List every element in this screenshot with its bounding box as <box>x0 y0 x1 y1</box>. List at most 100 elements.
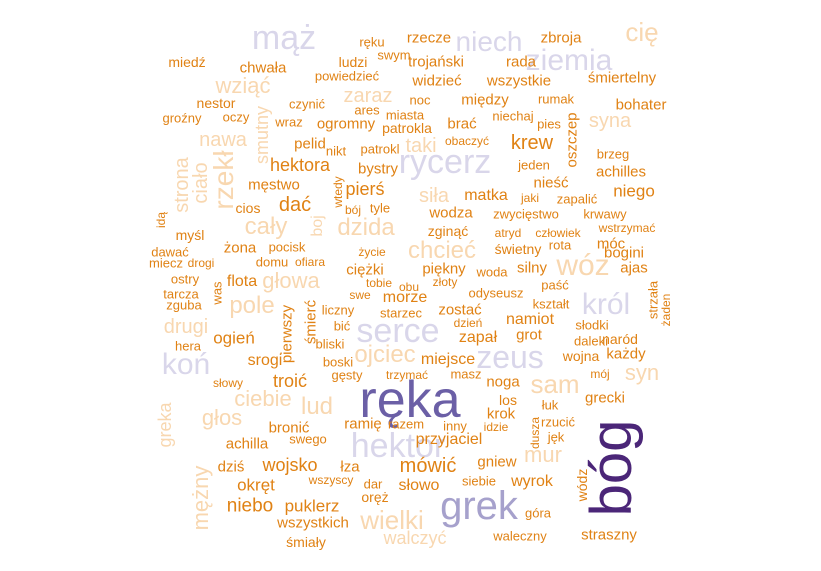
cloud-word: boski <box>322 354 354 370</box>
cloud-word: swe <box>349 288 371 302</box>
cloud-word: drugi <box>163 316 209 338</box>
cloud-word: bóg <box>579 419 644 517</box>
cloud-word: rumak <box>537 91 575 107</box>
cloud-word: dawać <box>151 244 189 260</box>
cloud-word: krew <box>510 132 554 154</box>
cloud-word: noga <box>486 373 520 391</box>
cloud-word: jęk <box>547 429 565 445</box>
cloud-word: śmiertelny <box>587 69 657 87</box>
cloud-word: serce <box>356 312 440 350</box>
cloud-word: góra <box>524 505 552 521</box>
cloud-word: razem <box>387 416 425 432</box>
cloud-word: ojciec <box>354 341 416 368</box>
cloud-word: atryd <box>494 226 522 240</box>
cloud-word: hektor <box>350 427 446 465</box>
cloud-word: każdy <box>606 345 646 363</box>
cloud-word: dziś <box>217 458 245 476</box>
cloud-word: ludzi <box>338 54 368 70</box>
cloud-word: syna <box>588 110 632 132</box>
cloud-word: patrokla <box>382 120 432 136</box>
cloud-word: liczny <box>321 302 355 318</box>
cloud-word: woda <box>476 264 508 280</box>
cloud-word: ajas <box>620 259 648 277</box>
cloud-word: brać <box>447 115 477 133</box>
cloud-word: niego <box>613 181 655 201</box>
cloud-word: żona <box>223 239 257 257</box>
cloud-word: cię <box>625 17 659 47</box>
cloud-word: śmiały <box>286 534 326 550</box>
cloud-word: zeus <box>476 339 544 375</box>
cloud-word: męstwo <box>248 176 300 194</box>
cloud-word: miejsce <box>420 351 476 368</box>
cloud-word: walczyć <box>383 528 447 548</box>
cloud-word: głos <box>201 405 243 430</box>
cloud-word: chcieć <box>407 237 477 264</box>
cloud-word: ręka <box>359 371 461 429</box>
cloud-word: ares <box>354 102 380 118</box>
cloud-word: achilla <box>225 435 269 453</box>
cloud-word: swego <box>289 431 327 447</box>
cloud-word: zwycięstwo <box>493 206 559 222</box>
cloud-word: nawa <box>199 129 247 151</box>
cloud-word: mężny <box>188 465 213 531</box>
cloud-word: tobie <box>365 276 393 290</box>
cloud-word: smutny <box>252 105 272 165</box>
cloud-word: nestor <box>196 95 236 111</box>
cloud-word: nieść <box>533 174 569 192</box>
cloud-word: ostry <box>170 271 200 287</box>
cloud-word: chwała <box>239 59 287 77</box>
cloud-word: wszyscy <box>308 473 354 487</box>
cloud-word: życie <box>358 245 386 259</box>
cloud-word: głowa <box>262 268 320 293</box>
cloud-word: was <box>209 281 225 305</box>
cloud-word: dusza <box>528 416 542 450</box>
cloud-word: bohater <box>615 96 667 114</box>
cloud-word: miasta <box>385 107 425 123</box>
cloud-word: bić <box>333 318 351 334</box>
cloud-word: rada <box>505 53 537 71</box>
cloud-word: łza <box>340 458 360 476</box>
cloud-word: starzec <box>380 305 422 321</box>
cloud-word: krwawy <box>583 206 627 222</box>
cloud-word: miecz <box>149 255 183 271</box>
cloud-word: straszny <box>581 526 637 544</box>
cloud-word: bogini <box>603 244 645 262</box>
cloud-word: zginąć <box>427 223 469 239</box>
cloud-word: strona <box>171 157 193 213</box>
cloud-word: siebie <box>462 473 496 489</box>
cloud-word: brzeg <box>596 146 630 162</box>
cloud-word: ciężki <box>346 261 384 279</box>
cloud-word: wziąć <box>215 73 271 98</box>
cloud-word: ogień <box>213 328 255 348</box>
cloud-word: wszystkie <box>486 72 552 90</box>
cloud-word: odyseusz <box>468 285 524 301</box>
cloud-word: mur <box>524 442 562 467</box>
cloud-word: kształt <box>532 296 570 312</box>
cloud-word: pole <box>229 292 275 319</box>
cloud-word: siła <box>418 185 450 207</box>
cloud-word: świetny <box>494 241 542 257</box>
cloud-word: hera <box>174 338 202 354</box>
cloud-word: rzucić <box>541 414 575 430</box>
cloud-word: ogromny <box>316 115 376 133</box>
cloud-word: móc <box>596 235 626 253</box>
cloud-word: patrokl <box>360 141 400 157</box>
cloud-word: grecki <box>584 389 626 407</box>
cloud-word: bliski <box>315 336 345 352</box>
cloud-word: zapalić <box>556 191 598 207</box>
cloud-word: cios <box>235 200 261 216</box>
cloud-word: wodza <box>429 204 473 222</box>
cloud-word: wraz <box>275 114 303 130</box>
cloud-word: gęsty <box>331 367 363 383</box>
cloud-word: gniew <box>477 453 517 471</box>
cloud-word: strzała <box>645 280 661 320</box>
cloud-word: idzie <box>483 420 509 434</box>
cloud-word: masz <box>450 366 482 382</box>
cloud-word: ręku <box>359 34 385 50</box>
cloud-word: los <box>499 392 517 408</box>
cloud-word: jeden <box>518 157 550 173</box>
cloud-word: rota <box>548 237 572 253</box>
cloud-word: wóz <box>556 249 610 282</box>
cloud-word: dzida <box>337 214 395 241</box>
